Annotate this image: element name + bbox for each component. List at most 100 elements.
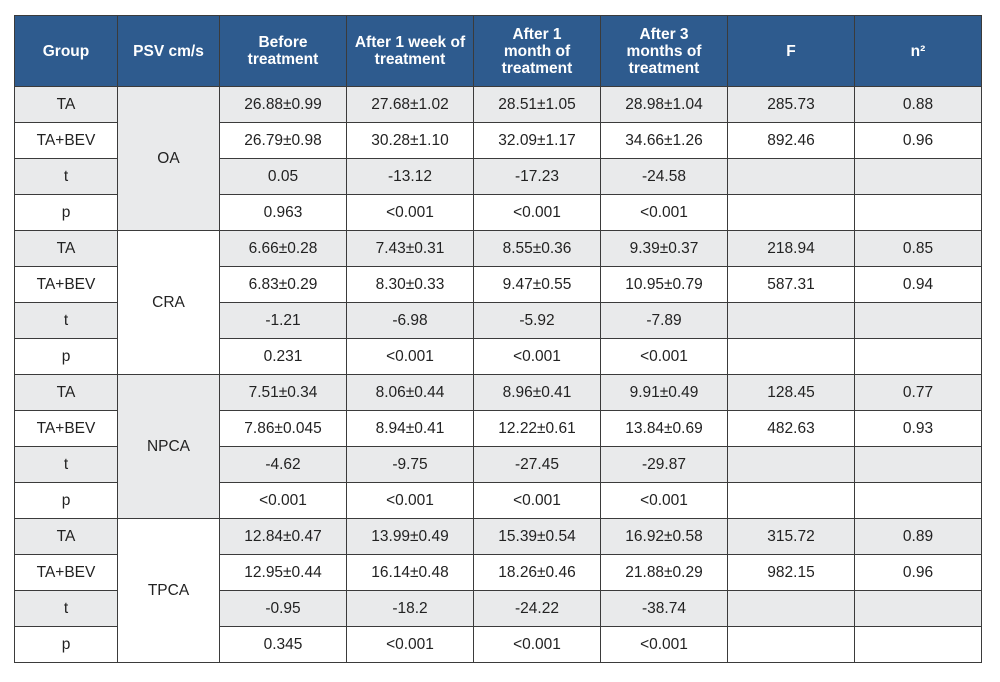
table-cell-f: 315.72 [727, 518, 855, 555]
table-cell-week1: 8.30±0.33 [346, 266, 474, 303]
table-cell-before: -1.21 [219, 302, 347, 339]
table-cell-month1: -17.23 [473, 158, 601, 195]
table-cell-week1: -6.98 [346, 302, 474, 339]
table-cell-n2: 0.88 [854, 86, 982, 123]
table-cell-f: 218.94 [727, 230, 855, 267]
table-cell-before: 12.84±0.47 [219, 518, 347, 555]
table-cell-group: t [14, 158, 118, 195]
table-cell-month3: -7.89 [600, 302, 728, 339]
table-cell-week1: -9.75 [346, 446, 474, 483]
table-cell-month1: 15.39±0.54 [473, 518, 601, 555]
table-cell-month1: 18.26±0.46 [473, 554, 601, 591]
table-cell-group: t [14, 302, 118, 339]
header-group: Group [14, 15, 118, 87]
table-cell-n2: 0.89 [854, 518, 982, 555]
table-cell-week1: <0.001 [346, 338, 474, 375]
table-body: TA OA 26.88±0.99 27.68±1.02 28.51±1.05 28.98±… [14, 86, 982, 663]
table-cell-month3: 28.98±1.04 [600, 86, 728, 123]
table-cell-n2 [854, 446, 982, 483]
table-cell-month3: 10.95±0.79 [600, 266, 728, 303]
table-cell-n2: 0.96 [854, 554, 982, 591]
table-cell-week1: 30.28±1.10 [346, 122, 474, 159]
table-cell-month3: 21.88±0.29 [600, 554, 728, 591]
table-cell-f: 482.63 [727, 410, 855, 447]
table-cell-f [727, 626, 855, 663]
table-cell-n2: 0.96 [854, 122, 982, 159]
table-cell-before: <0.001 [219, 482, 347, 519]
table-cell-month1: 28.51±1.05 [473, 86, 601, 123]
results-table: Group PSV cm/s Before treatment After 1 … [14, 15, 982, 663]
header-n2: n² [854, 15, 982, 87]
table-cell-n2 [854, 302, 982, 339]
table-row: TA+BEV 6.83±0.29 8.30±0.33 9.47±0.55 10.95±0… [14, 266, 982, 303]
table-cell-n2 [854, 338, 982, 375]
table-cell-f: 285.73 [727, 86, 855, 123]
table-cell-week1: 7.43±0.31 [346, 230, 474, 267]
table-cell-month3: <0.001 [600, 194, 728, 231]
table-cell-f [727, 302, 855, 339]
table-row: p 0.963 <0.001 <0.001 <0.001 [14, 194, 982, 231]
table-cell-before: 26.79±0.98 [219, 122, 347, 159]
table-cell-month3: <0.001 [600, 338, 728, 375]
table-cell-month3: -29.87 [600, 446, 728, 483]
vessel-cell: TPCA [117, 518, 220, 663]
table-cell-month3: <0.001 [600, 482, 728, 519]
table-cell-week1: <0.001 [346, 194, 474, 231]
table-row: TA TPCA 12.84±0.47 13.99±0.49 15.39±0.54 16.9… [14, 518, 982, 663]
table-row: p 0.345 <0.001 <0.001 <0.001 [14, 626, 982, 663]
table-cell-week1: 27.68±1.02 [346, 86, 474, 123]
table-cell-f: 892.46 [727, 122, 855, 159]
table-cell-month1: <0.001 [473, 482, 601, 519]
table-cell-month3: <0.001 [600, 626, 728, 663]
table-cell-f: 982.15 [727, 554, 855, 591]
vessel-cell: CRA [117, 230, 220, 375]
table-cell-before: 0.963 [219, 194, 347, 231]
table-cell-before: 0.231 [219, 338, 347, 375]
table-cell-month1: 12.22±0.61 [473, 410, 601, 447]
table-cell-month1: <0.001 [473, 626, 601, 663]
table-cell-month1: -27.45 [473, 446, 601, 483]
table-cell-month1: 8.55±0.36 [473, 230, 601, 267]
table-row: p <0.001 <0.001 <0.001 <0.001 [14, 482, 982, 519]
table-cell-n2 [854, 590, 982, 627]
table-row: TA OA 26.88±0.99 27.68±1.02 28.51±1.05 28.98±… [14, 86, 982, 231]
table-cell-group: t [14, 446, 118, 483]
table-cell-before: 12.95±0.44 [219, 554, 347, 591]
table-cell-group: TA [14, 518, 118, 555]
table-cell-group: TA [14, 374, 118, 411]
table-cell-group: p [14, 194, 118, 231]
table-cell-before: 0.05 [219, 158, 347, 195]
table-cell-f [727, 590, 855, 627]
results-table-container: Group PSV cm/s Before treatment After 1 … [14, 15, 982, 663]
table-cell-n2: 0.77 [854, 374, 982, 411]
table-cell-week1: 8.94±0.41 [346, 410, 474, 447]
table-cell-month3: 16.92±0.58 [600, 518, 728, 555]
table-cell-before: 26.88±0.99 [219, 86, 347, 123]
table-cell-group: TA+BEV [14, 554, 118, 591]
table-row: t -4.62 -9.75 -27.45 -29.87 [14, 446, 982, 483]
table-cell-group: TA+BEV [14, 122, 118, 159]
table-cell-f [727, 482, 855, 519]
table-cell-month3: 13.84±0.69 [600, 410, 728, 447]
table-header: Group PSV cm/s Before treatment After 1 … [14, 15, 982, 87]
table-cell-n2: 0.93 [854, 410, 982, 447]
table-cell-month3: 9.39±0.37 [600, 230, 728, 267]
table-cell-group: p [14, 338, 118, 375]
table-cell-group: t [14, 590, 118, 627]
table-cell-f [727, 446, 855, 483]
table-cell-group: TA+BEV [14, 266, 118, 303]
table-cell-before: -0.95 [219, 590, 347, 627]
table-cell-week1: -18.2 [346, 590, 474, 627]
table-cell-n2 [854, 194, 982, 231]
table-cell-week1: -13.12 [346, 158, 474, 195]
table-cell-before: 7.86±0.045 [219, 410, 347, 447]
table-row: TA+BEV 26.79±0.98 30.28±1.10 32.09±1.17 34.6… [14, 122, 982, 159]
table-cell-week1: 8.06±0.44 [346, 374, 474, 411]
table-cell-f: 128.45 [727, 374, 855, 411]
table-row: TA+BEV 12.95±0.44 16.14±0.48 18.26±0.46 21.8… [14, 554, 982, 591]
table-cell-f: 587.31 [727, 266, 855, 303]
table-cell-month3: 9.91±0.49 [600, 374, 728, 411]
table-row: t -0.95 -18.2 -24.22 -38.74 [14, 590, 982, 627]
table-cell-n2 [854, 482, 982, 519]
table-cell-month1: 32.09±1.17 [473, 122, 601, 159]
